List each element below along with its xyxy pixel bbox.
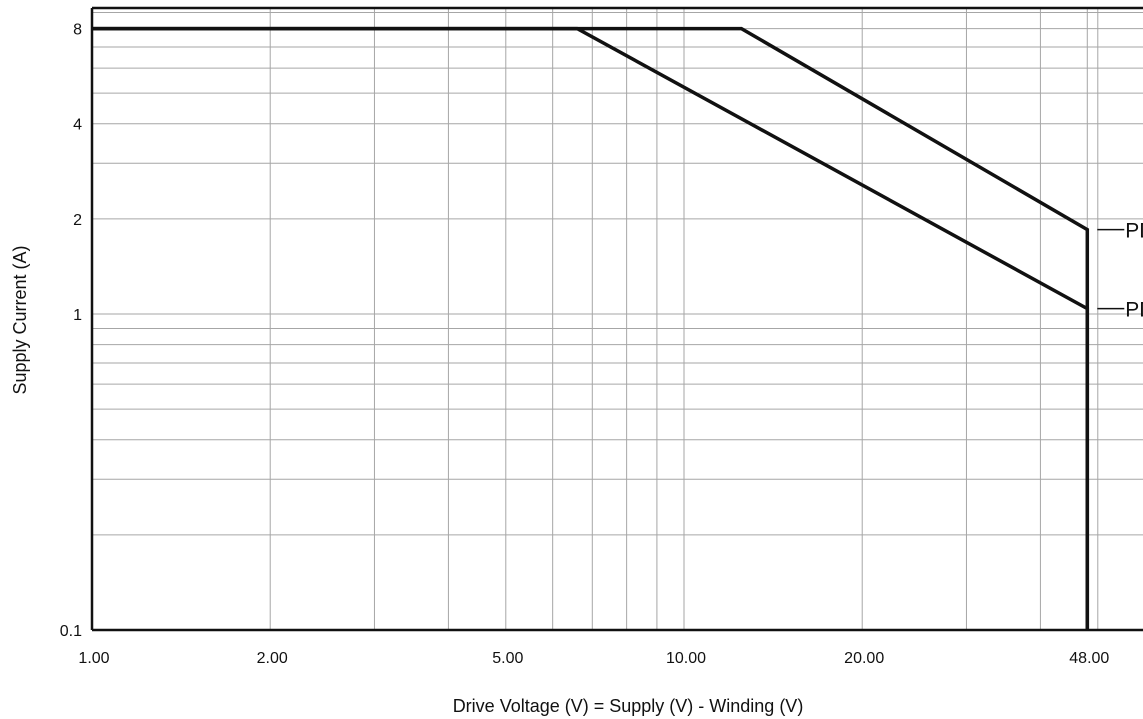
x-tick-label: 5.00 — [492, 650, 523, 667]
series-label: PD = 50W 70°C — [1125, 299, 1143, 322]
x-tick-label: 48.00 — [1069, 650, 1109, 667]
y-axis-title: Supply Current (A) — [10, 245, 30, 394]
series-line — [92, 26, 1090, 630]
x-tick-label: 2.00 — [257, 650, 288, 667]
grid — [92, 8, 1143, 630]
y-tick-label: 8 — [73, 22, 82, 39]
axes — [90, 6, 1143, 632]
x-tick-label: 20.00 — [844, 650, 884, 667]
x-tick-label: 10.00 — [666, 650, 706, 667]
series-lines: PD = 100W 25°C PD = 50W 70°C — [92, 26, 1143, 630]
y-tick-label: 4 — [73, 117, 82, 134]
x-tick-label: 1.00 — [78, 650, 109, 667]
series-line — [92, 26, 1090, 630]
y-tick-label: 0.1 — [60, 623, 82, 640]
y-tick-label: 2 — [73, 212, 82, 229]
series-label: PD = 100W 25°C — [1125, 220, 1143, 243]
y-tick-label: 1 — [73, 307, 82, 324]
x-axis-title: Drive Voltage (V) = Supply (V) - Winding… — [453, 696, 804, 716]
